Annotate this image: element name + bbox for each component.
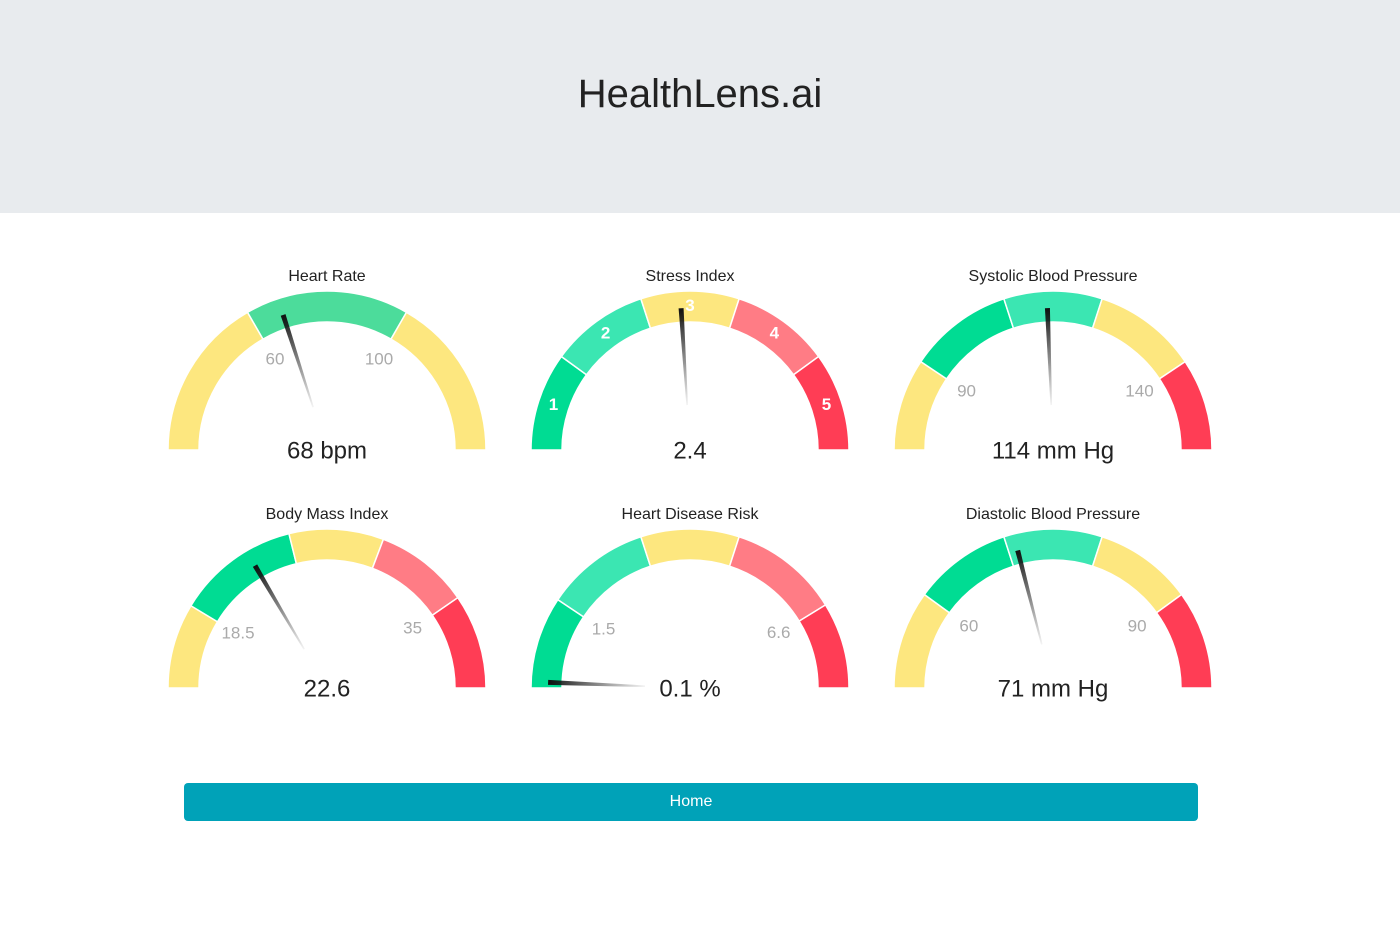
gauge-segment <box>371 538 459 617</box>
tick-label: 1.5 <box>592 620 616 639</box>
gauge-needle <box>548 679 646 688</box>
tick-label: 6.6 <box>767 623 791 642</box>
gauge-needle <box>252 564 305 650</box>
gauge-segment <box>639 528 741 568</box>
app-title: HealthLens.ai <box>577 72 823 116</box>
gauge-segment <box>556 535 652 618</box>
gauge-needle <box>1044 308 1053 406</box>
gauge-needle <box>280 314 314 408</box>
gauge-value: 22.6 <box>304 675 351 702</box>
gauge-segment <box>1091 535 1183 614</box>
gauge-segment <box>530 355 588 451</box>
tick-label: 100 <box>365 349 393 368</box>
gauge-title: Diastolic Blood Pressure <box>966 506 1140 523</box>
gauge-segment <box>893 593 951 689</box>
header: HealthLens.ai <box>0 0 1400 213</box>
segment-label: 1 <box>549 395 558 414</box>
gauge-needle <box>678 308 688 406</box>
gauge-segment <box>389 311 487 451</box>
gauge-segment <box>792 355 850 451</box>
gauge-segment <box>1158 360 1213 451</box>
gauge-value: 2.4 <box>673 437 706 464</box>
segment-label: 5 <box>822 395 831 414</box>
segment-label: 4 <box>770 323 780 342</box>
gauge-segment <box>1091 297 1187 380</box>
gauge-segment <box>798 603 850 689</box>
segment-label: 3 <box>685 296 694 315</box>
gauge-value: 114 mm Hg <box>992 437 1114 464</box>
gauge-title: Heart Disease Risk <box>622 506 760 523</box>
gauge-title: Stress Index <box>646 268 735 285</box>
gauge-segment <box>728 535 827 623</box>
tick-label: 18.5 <box>221 624 254 643</box>
gauge-title: Heart Rate <box>288 268 365 285</box>
gauge-value: 68 bpm <box>287 437 367 464</box>
tick-label: 90 <box>957 382 976 401</box>
gauge-segment <box>530 598 585 689</box>
tick-label: 60 <box>266 349 285 368</box>
gauge-segment <box>1002 290 1104 330</box>
gauge-title: Body Mass Index <box>266 506 389 523</box>
gauge-segment <box>431 596 487 689</box>
gauge-needle <box>1015 549 1043 645</box>
home-button[interactable]: Home <box>184 783 1198 821</box>
gauge-segment <box>893 360 948 451</box>
gauge-segment <box>246 290 408 341</box>
gauge-value: 0.1 % <box>659 675 720 702</box>
tick-label: 35 <box>403 618 422 637</box>
gauge-segment <box>167 311 265 451</box>
segment-label: 2 <box>601 323 610 342</box>
gauge-segment <box>1155 593 1213 689</box>
gauge-title: Systolic Blood Pressure <box>969 268 1138 285</box>
tick-label: 90 <box>1128 616 1147 635</box>
gauge-value: 71 mm Hg <box>998 675 1109 702</box>
gauge-segment <box>288 528 385 570</box>
tick-label: 140 <box>1125 382 1153 401</box>
gauge-segment <box>919 297 1015 380</box>
gauge-segment <box>923 535 1015 614</box>
tick-label: 60 <box>959 616 978 635</box>
